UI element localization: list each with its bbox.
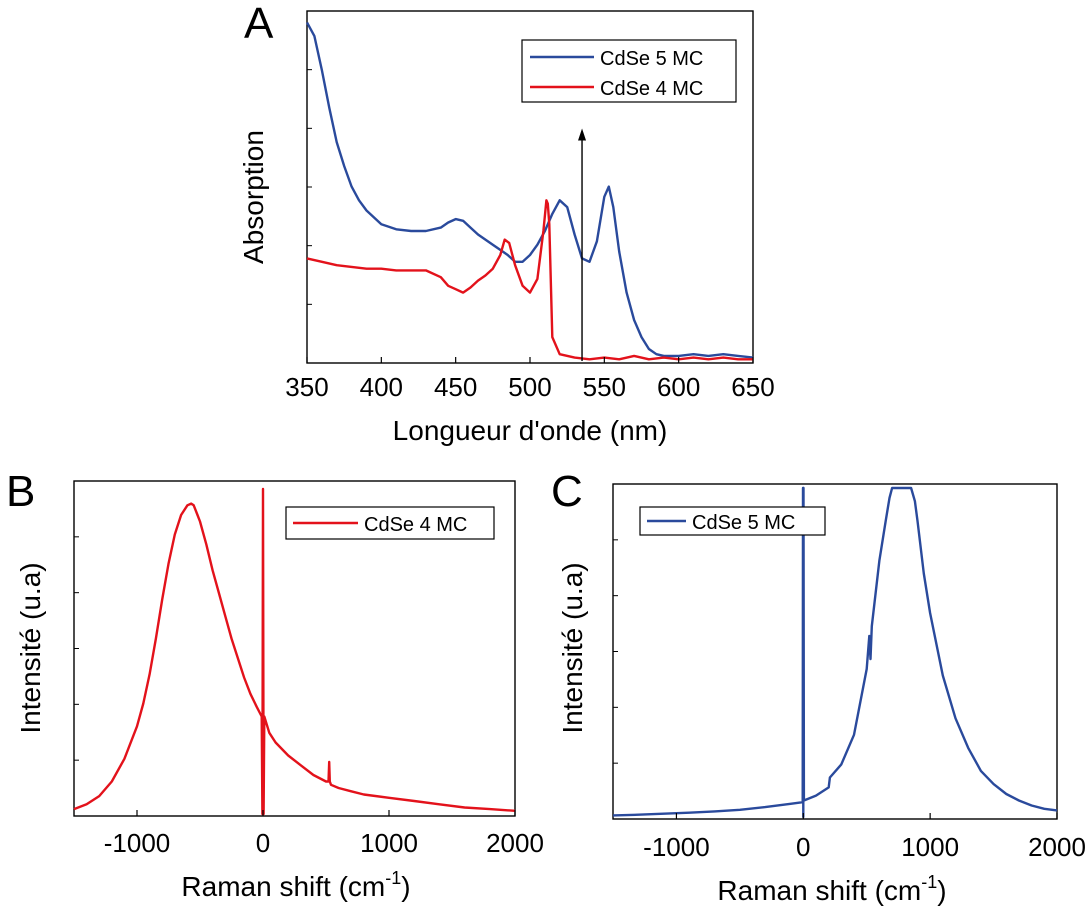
series-line-a-1 bbox=[306, 199, 753, 361]
series-layer-c bbox=[612, 486, 1058, 819]
arrow-head bbox=[578, 128, 587, 141]
panel-b: B -1000 0 1000 2000 Raman shift (cm-1) Inte… bbox=[6, 467, 544, 902]
x-tick-label: -1000 bbox=[104, 828, 171, 858]
panel-letter-b: B bbox=[6, 467, 35, 516]
x-tick-label: 0 bbox=[256, 828, 270, 858]
x-tick-label: 2000 bbox=[486, 828, 544, 858]
x-tick-label: -1000 bbox=[643, 832, 710, 862]
x-tick-label: 1000 bbox=[901, 832, 959, 862]
x-tick-label: 550 bbox=[583, 372, 626, 402]
x-tick-label: 400 bbox=[360, 372, 403, 402]
legend-label-a-cdse5: CdSe 5 MC bbox=[600, 48, 703, 70]
panel-c: C -1000 0 1000 2000 Raman shift (cm-1) Inte… bbox=[551, 467, 1086, 906]
x-tick-label: 500 bbox=[508, 372, 551, 402]
panel-letter-a: A bbox=[244, 0, 274, 48]
series-line-a-0 bbox=[305, 21, 754, 359]
arrow-annotation-a bbox=[578, 128, 587, 361]
legend-label-a-cdse4: CdSe 4 MC bbox=[600, 78, 703, 100]
y-axis-label-b: Intensité (u.a) bbox=[15, 562, 46, 733]
legend-a: CdSe 5 MC CdSe 4 MC bbox=[521, 39, 737, 103]
ticks-c: -1000 0 1000 2000 bbox=[613, 539, 1086, 862]
panel-a: A 350 400 450 500 550 600 650 Longueur d'onde … bbox=[238, 0, 775, 446]
legend-c: CdSe 5 MC bbox=[639, 506, 826, 536]
series-layer-b bbox=[73, 487, 516, 816]
panel-letter-c: C bbox=[551, 467, 583, 516]
x-axis-label-a: Longueur d'onde (nm) bbox=[393, 415, 668, 446]
y-axis-label-a: Absorption bbox=[238, 130, 269, 264]
x-axis-label-c: Raman shift (cm-1) bbox=[717, 872, 946, 906]
x-tick-label: 600 bbox=[657, 372, 700, 402]
legend-label-b-cdse4: CdSe 4 MC bbox=[364, 514, 467, 536]
ticks-b: -1000 0 1000 2000 bbox=[74, 536, 544, 858]
x-tick-label: 2000 bbox=[1028, 832, 1086, 862]
legend-box-a bbox=[521, 39, 737, 103]
x-tick-label: 450 bbox=[434, 372, 477, 402]
series-line-c-0 bbox=[612, 486, 1058, 819]
series-line-b-0 bbox=[73, 487, 516, 816]
x-tick-label: 1000 bbox=[360, 828, 418, 858]
y-axis-label-c: Intensité (u.a) bbox=[557, 562, 588, 733]
ticks-a: 350 400 450 500 550 600 650 bbox=[285, 69, 775, 402]
x-axis-label-b: Raman shift (cm-1) bbox=[181, 868, 410, 902]
x-tick-label: 0 bbox=[796, 832, 810, 862]
x-tick-label: 650 bbox=[731, 372, 774, 402]
legend-label-c-cdse5: CdSe 5 MC bbox=[692, 512, 795, 534]
series-layer-a bbox=[305, 21, 754, 361]
legend-b: CdSe 4 MC bbox=[285, 506, 495, 540]
x-tick-label: 350 bbox=[285, 372, 328, 402]
